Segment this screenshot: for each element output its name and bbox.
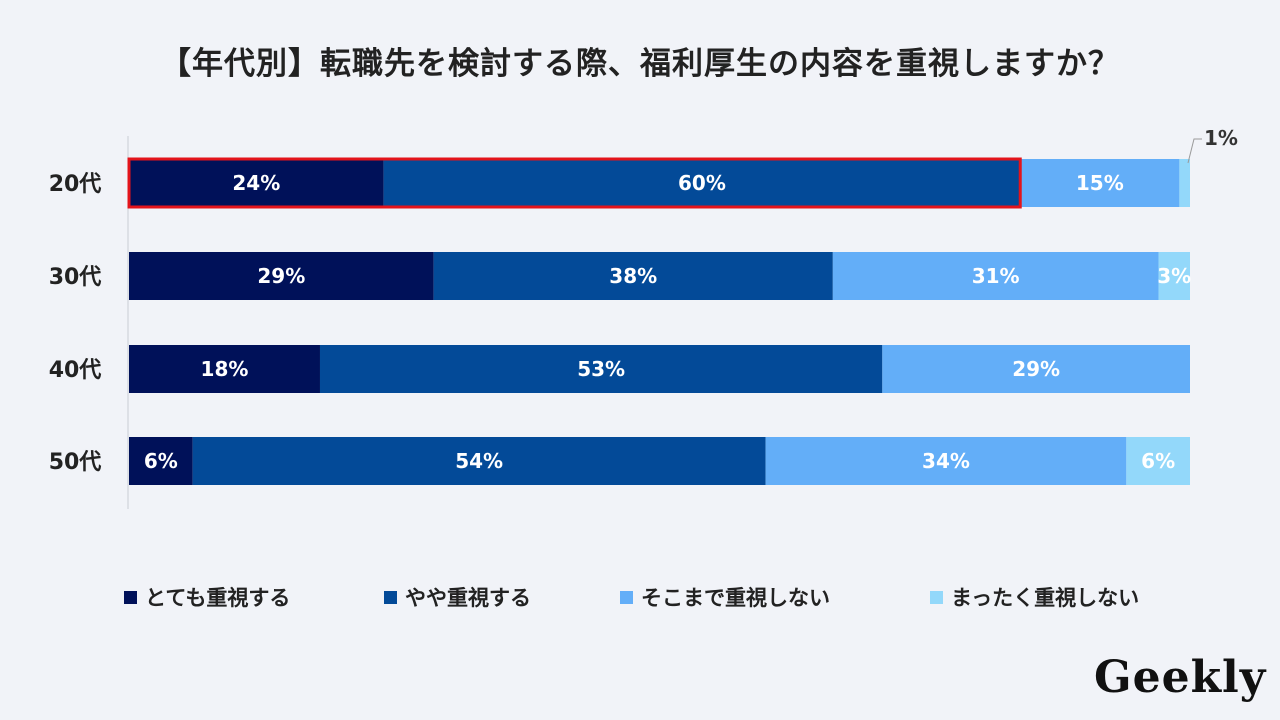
data-label: 29%	[257, 264, 305, 288]
legend-label: まったく重視しない	[951, 586, 1140, 610]
legend-swatch	[124, 590, 137, 604]
bar-segment	[1158, 252, 1190, 300]
category-label: 50代	[49, 450, 102, 475]
data-label: 53%	[577, 357, 625, 381]
data-label: 1%	[1204, 126, 1238, 150]
bar-segment	[129, 252, 434, 300]
bar-segment	[129, 159, 384, 207]
data-label: 54%	[455, 449, 503, 473]
category-label: 40代	[49, 358, 102, 383]
data-label: 38%	[609, 264, 657, 288]
data-label: 31%	[972, 264, 1020, 288]
chart-title: 【年代別】転職先を検討する際、福利厚生の内容を重視しますか？	[160, 46, 1120, 82]
chart-legend: とても重視する やや重視する そこまで重視しない まったく重視しない	[0, 582, 1280, 612]
bar-segment	[1126, 437, 1190, 485]
data-label-leader-line	[1187, 138, 1202, 164]
legend-label: そこまで重視しない	[641, 586, 830, 610]
bar-segment	[129, 437, 193, 485]
bar-segment	[319, 345, 883, 393]
legend-item: そこまで重視しない	[620, 582, 830, 612]
legend-swatch	[620, 590, 633, 604]
data-label: 15%	[1076, 171, 1124, 195]
legend-label: とても重視する	[145, 586, 291, 610]
data-label: 24%	[232, 171, 280, 195]
category-label: 20代	[49, 172, 102, 197]
legend-item: とても重視する	[124, 582, 290, 612]
data-label: 29%	[1012, 357, 1060, 381]
data-label: 60%	[678, 171, 726, 195]
data-label: 3%	[1157, 264, 1191, 288]
legend-item: まったく重視しない	[930, 582, 1139, 612]
geekly-logo: Geekly	[1094, 652, 1267, 703]
bar-segment	[1179, 159, 1190, 207]
bar-segment	[433, 252, 833, 300]
legend-swatch	[930, 590, 943, 604]
data-label: 6%	[1141, 449, 1175, 473]
bar-segment	[1020, 159, 1180, 207]
bar-segment	[192, 437, 766, 485]
bar-segment	[765, 437, 1127, 485]
legend-label: やや重視する	[405, 586, 531, 610]
data-label: 34%	[922, 449, 970, 473]
highlight-box	[127, 157, 1022, 209]
category-label: 30代	[49, 265, 102, 290]
bar-segment	[383, 159, 1021, 207]
data-label: 18%	[201, 357, 249, 381]
bar-segment	[129, 345, 320, 393]
bar-segment	[882, 345, 1190, 393]
legend-item: やや重視する	[384, 582, 531, 612]
data-label: 6%	[144, 449, 178, 473]
bar-segment	[832, 252, 1159, 300]
legend-swatch	[384, 590, 397, 604]
